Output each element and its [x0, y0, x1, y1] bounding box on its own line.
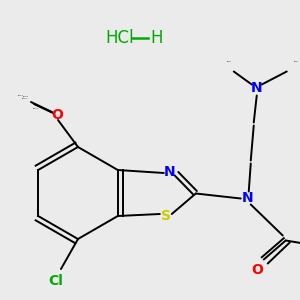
Text: methoxy: methoxy [33, 108, 39, 109]
Text: methyl: methyl [227, 60, 232, 62]
Text: N: N [164, 165, 176, 179]
Text: HCl: HCl [105, 29, 134, 47]
Text: Cl: Cl [49, 274, 63, 288]
Text: O: O [51, 108, 63, 122]
Text: N: N [251, 82, 262, 95]
Text: methyl: methyl [294, 60, 298, 62]
Text: S: S [161, 209, 171, 223]
Text: methoxy: methoxy [22, 98, 28, 99]
Text: O: O [251, 262, 263, 277]
Text: N: N [242, 191, 254, 206]
Text: H: H [150, 29, 163, 47]
Text: methoxy: methoxy [18, 95, 24, 96]
Text: methoxy: methoxy [23, 96, 29, 97]
